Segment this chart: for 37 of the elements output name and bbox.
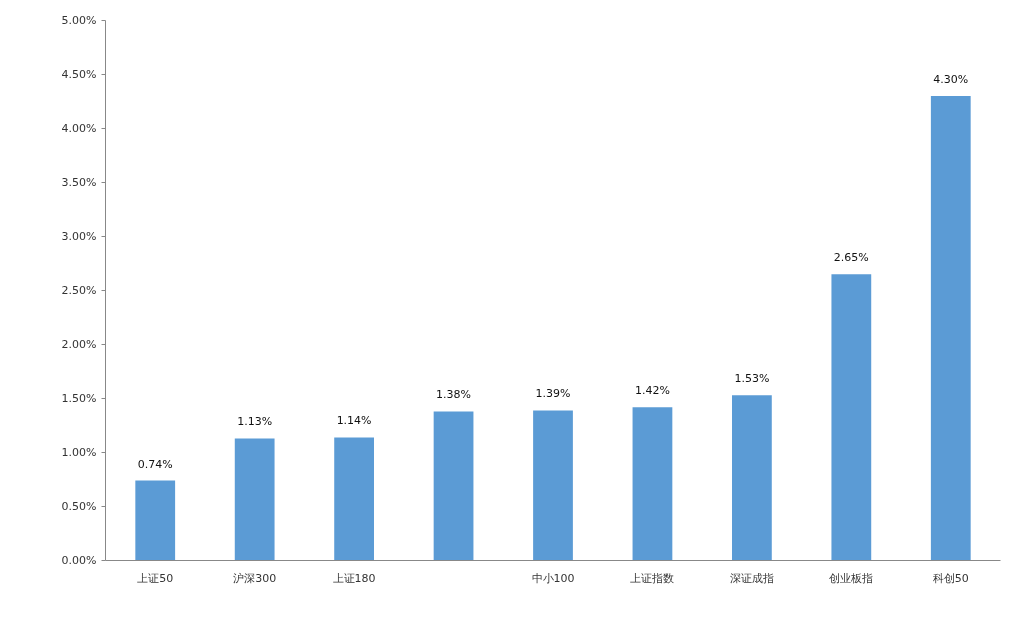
y-tick-label: 0.50% — [61, 500, 97, 513]
data-label: 1.38% — [436, 388, 472, 402]
data-label: 0.74% — [137, 457, 173, 471]
bar — [334, 437, 374, 561]
bar — [433, 411, 474, 561]
y-tick-label: 4.50% — [61, 68, 97, 81]
bar — [831, 274, 872, 561]
y-tick-label: 0.00% — [61, 554, 97, 567]
y-tick-label: 2.50% — [61, 284, 97, 297]
x-tick-label: 中小100 — [531, 571, 575, 585]
data-label: 1.39% — [535, 387, 571, 401]
x-tick-label: 上证50 — [137, 571, 174, 585]
x-tick-label: 沪深300 — [233, 571, 277, 585]
bar — [135, 480, 176, 561]
bar — [533, 410, 573, 561]
x-tick-label: 上证指数 — [630, 571, 675, 585]
x-tick-label: 上证180 — [332, 571, 376, 585]
x-tick-label: 创业板指 — [829, 571, 874, 585]
y-tick-label: 1.00% — [61, 446, 97, 459]
data-label: 1.42% — [634, 384, 670, 398]
data-label: 4.30% — [933, 73, 969, 87]
y-tick-label: 1.50% — [61, 392, 97, 405]
y-tick-label: 3.00% — [61, 230, 97, 243]
bar — [234, 438, 275, 561]
data-label: 1.13% — [237, 415, 273, 429]
x-tick-label: 深证成指 — [729, 571, 774, 585]
y-tick-label: 3.50% — [61, 176, 97, 189]
y-tick-label: 2.00% — [61, 338, 97, 351]
data-label: 1.53% — [734, 372, 770, 386]
x-tick-label: 科创50 — [932, 571, 969, 585]
bar — [930, 96, 971, 561]
y-tick-label: 4.00% — [61, 122, 97, 135]
data-label: 2.65% — [833, 251, 869, 265]
y-tick-label: 5.00% — [61, 14, 97, 27]
data-label: 1.14% — [336, 414, 372, 428]
bar — [732, 395, 772, 561]
bar — [632, 407, 673, 561]
